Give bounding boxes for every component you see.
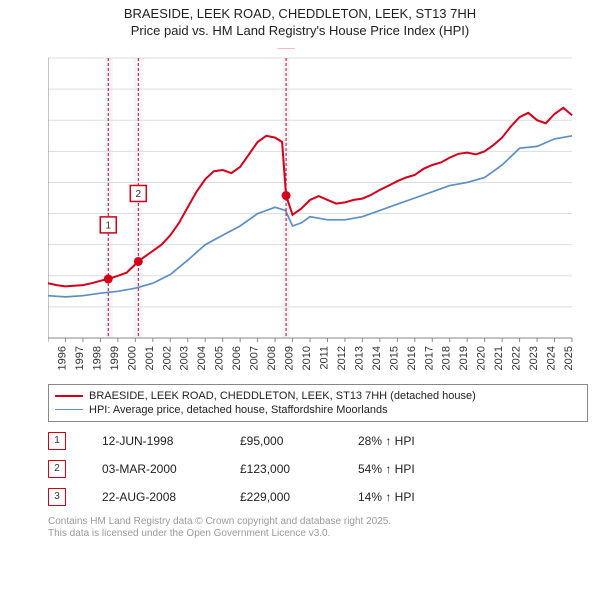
legend-swatch-blue	[55, 409, 83, 410]
svg-text:1996: 1996	[56, 346, 68, 370]
event-row-1: 1 12-JUN-1998 £95,000 28% ↑ HPI	[48, 432, 588, 450]
legend-label: BRAESIDE, LEEK ROAD, CHEDDLETON, LEEK, S…	[89, 390, 476, 402]
event-price: £123,000	[240, 462, 340, 476]
svg-text:2012: 2012	[336, 346, 348, 370]
event-date: 03-MAR-2000	[102, 462, 222, 476]
svg-text:2018: 2018	[441, 346, 453, 370]
svg-text:2024: 2024	[546, 346, 558, 370]
svg-text:2005: 2005	[214, 346, 226, 370]
svg-text:2009: 2009	[284, 346, 296, 370]
event-delta: 28% ↑ HPI	[358, 434, 415, 448]
footer-line2: This data is licensed under the Open Gov…	[48, 528, 588, 541]
svg-text:2001: 2001	[144, 346, 156, 370]
legend-item-hpi: HPI: Average price, detached house, Staf…	[55, 403, 581, 417]
svg-text:2003: 2003	[179, 346, 191, 370]
event-price: £95,000	[240, 434, 340, 448]
events-list: 1 12-JUN-1998 £95,000 28% ↑ HPI 2 03-MAR…	[48, 432, 588, 506]
svg-text:2021: 2021	[493, 346, 505, 370]
svg-text:2006: 2006	[231, 346, 243, 370]
event-row-2: 2 03-MAR-2000 £123,000 54% ↑ HPI	[48, 460, 588, 478]
svg-text:2014: 2014	[371, 346, 383, 370]
svg-text:2002: 2002	[161, 346, 173, 370]
legend-swatch-red	[55, 395, 83, 397]
event-number-box: 1	[48, 432, 66, 450]
event-number-box: 2	[48, 460, 66, 478]
svg-text:1997: 1997	[74, 346, 86, 370]
svg-text:2025: 2025	[563, 346, 575, 370]
svg-text:1995: 1995	[48, 346, 51, 370]
chart-area: £0£50K£100K£150K£200K£250K£300K£350K£400…	[48, 48, 588, 378]
legend-label: HPI: Average price, detached house, Staf…	[89, 404, 388, 416]
svg-text:2015: 2015	[388, 346, 400, 370]
svg-text:2010: 2010	[301, 346, 313, 370]
svg-text:2004: 2004	[196, 346, 208, 370]
legend: BRAESIDE, LEEK ROAD, CHEDDLETON, LEEK, S…	[48, 384, 588, 422]
svg-text:2000: 2000	[126, 346, 138, 370]
svg-text:2: 2	[136, 189, 142, 200]
svg-text:2020: 2020	[476, 346, 488, 370]
svg-text:2007: 2007	[249, 346, 261, 370]
event-delta: 54% ↑ HPI	[358, 462, 415, 476]
footer-line1: Contains HM Land Registry data © Crown c…	[48, 516, 588, 529]
line-chart-svg: £0£50K£100K£150K£200K£250K£300K£350K£400…	[48, 48, 588, 378]
svg-text:2022: 2022	[511, 346, 523, 370]
footer-attribution: Contains HM Land Registry data © Crown c…	[48, 516, 588, 541]
svg-text:1998: 1998	[91, 346, 103, 370]
svg-text:2023: 2023	[528, 346, 540, 370]
svg-text:2019: 2019	[458, 346, 470, 370]
svg-text:1: 1	[105, 220, 111, 231]
event-date: 22-AUG-2008	[102, 490, 222, 504]
chart-container: BRAESIDE, LEEK ROAD, CHEDDLETON, LEEK, S…	[0, 0, 600, 541]
event-price: £229,000	[240, 490, 340, 504]
svg-text:2008: 2008	[266, 346, 278, 370]
event-row-3: 3 22-AUG-2008 £229,000 14% ↑ HPI	[48, 488, 588, 506]
chart-title: BRAESIDE, LEEK ROAD, CHEDDLETON, LEEK, S…	[0, 0, 600, 40]
svg-text:1999: 1999	[109, 346, 121, 370]
svg-text:2017: 2017	[423, 346, 435, 370]
svg-text:2013: 2013	[353, 346, 365, 370]
event-delta: 14% ↑ HPI	[358, 490, 415, 504]
svg-text:2016: 2016	[406, 346, 418, 370]
legend-item-braeside: BRAESIDE, LEEK ROAD, CHEDDLETON, LEEK, S…	[55, 389, 581, 403]
event-date: 12-JUN-1998	[102, 434, 222, 448]
title-line1: BRAESIDE, LEEK ROAD, CHEDDLETON, LEEK, S…	[0, 6, 600, 23]
svg-text:2011: 2011	[318, 346, 330, 370]
title-line2: Price paid vs. HM Land Registry's House …	[0, 23, 600, 40]
event-number-box: 3	[48, 488, 66, 506]
